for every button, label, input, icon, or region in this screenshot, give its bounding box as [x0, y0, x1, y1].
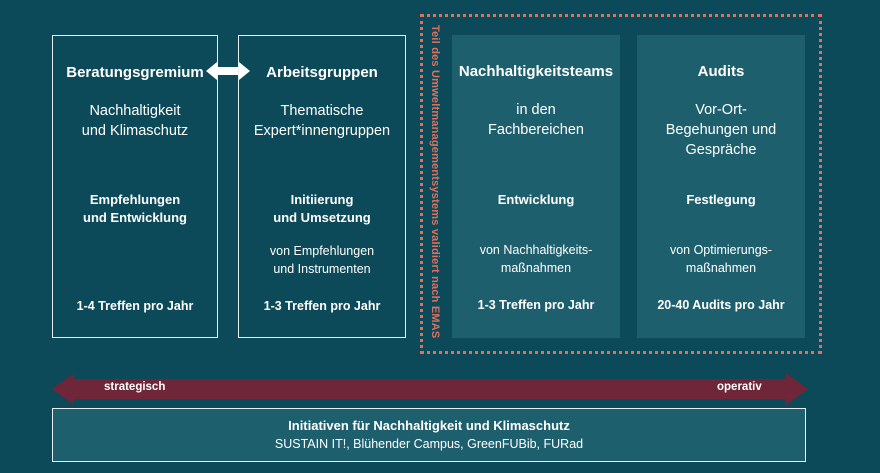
box-detail-line1: von Nachhaltigkeits- [479, 243, 593, 257]
box-subtitle-line2: Expert*innengruppen [253, 123, 391, 139]
arrow-label-operativ: operativ [717, 381, 762, 393]
box-role-line1: Initiierung [290, 192, 354, 207]
box-frequency: 1-3 Treffen pro Jahr [477, 298, 595, 312]
arrow-label-strategisch: strategisch [104, 381, 166, 393]
box-frequency: 20-40 Audits pro Jahr [657, 298, 785, 312]
box-title: Beratungsgremium [66, 64, 204, 81]
box-detail-line2: und Instrumenten [273, 262, 371, 276]
double-arrow-icon [206, 62, 250, 80]
box-detail-line2: maßnahmen [685, 261, 757, 275]
box-title: Arbeitsgruppen [266, 64, 378, 81]
box-title: Nachhaltigkeitsteams [458, 63, 614, 80]
box-audits: Audits Vor-Ort- Begehungen und Gespräche… [637, 35, 805, 338]
box-subtitle-line3: Gespräche [685, 142, 757, 158]
emas-frame [420, 14, 822, 354]
box-frequency: 1-3 Treffen pro Jahr [263, 299, 381, 313]
box-role-line2: und Entwicklung [83, 210, 187, 225]
box-frequency: 1-4 Treffen pro Jahr [76, 299, 194, 313]
box-beratungsgremium: Beratungsgremium Nachhaltigkeit und Klim… [52, 35, 218, 338]
box-detail-line1: von Empfehlungen [269, 244, 375, 258]
initiatives-list: SUSTAIN IT!, Blühender Campus, GreenFUBi… [274, 437, 584, 451]
box-role-line1: Entwicklung [497, 192, 575, 207]
box-detail-line1: von Optimierungs- [669, 243, 773, 257]
box-role-line1: Empfehlungen [89, 192, 181, 207]
box-subtitle-line1: in den [516, 102, 556, 118]
box-title: Audits [697, 63, 745, 80]
initiatives-box: Initiativen für Nachhaltigkeit und Klima… [52, 408, 806, 462]
box-subtitle-line1: Thematische [280, 103, 364, 119]
strategic-operative-arrow-icon [52, 373, 808, 405]
box-role-line1: Festlegung [686, 192, 756, 207]
box-arbeitsgruppen: Arbeitsgruppen Thematische Expert*inneng… [238, 35, 406, 338]
box-subtitle-line2: und Klimaschutz [81, 123, 189, 139]
box-subtitle-line1: Vor-Ort- [695, 102, 747, 118]
box-subtitle-line2: Fachbereichen [488, 122, 584, 138]
initiatives-title: Initiativen für Nachhaltigkeit und Klima… [288, 418, 570, 433]
box-role-line2: und Umsetzung [273, 210, 371, 225]
box-nachhaltigkeitsteams: Nachhaltigkeitsteams in den Fachbereiche… [452, 35, 620, 338]
box-subtitle-line1: Nachhaltigkeit [89, 103, 181, 119]
box-subtitle-line2: Begehungen und [665, 122, 777, 138]
emas-label: Teil des Umweltmanagementsystems validie… [429, 25, 441, 339]
box-detail-line2: maßnahmen [500, 261, 572, 275]
